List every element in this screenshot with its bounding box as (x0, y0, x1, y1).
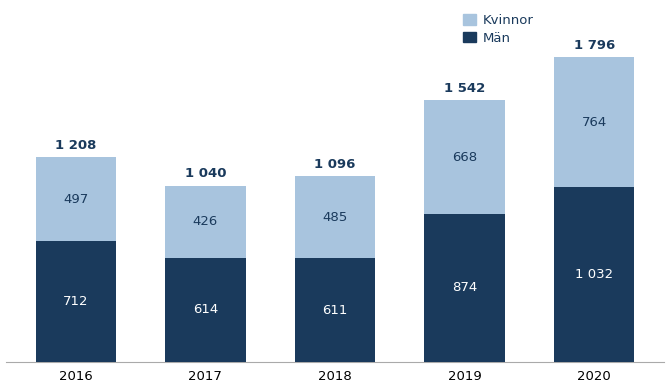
Bar (425, 214, 505, 362)
Text: 1 096: 1 096 (314, 158, 356, 171)
Text: 874: 874 (452, 281, 477, 294)
Bar (295, 176, 375, 258)
Legend: Kvinnor, Män: Kvinnor, Män (458, 9, 539, 50)
Bar (295, 258, 375, 362)
Text: 1 040: 1 040 (185, 167, 226, 180)
Text: 1 796: 1 796 (574, 39, 615, 52)
Bar (165, 186, 245, 258)
Bar (36, 241, 116, 362)
Text: 426: 426 (193, 215, 218, 228)
Text: 1 208: 1 208 (55, 139, 96, 152)
Text: 614: 614 (193, 303, 218, 317)
Bar (36, 157, 116, 241)
Text: 1 032: 1 032 (576, 268, 613, 281)
Bar (425, 100, 505, 214)
Text: 485: 485 (322, 211, 348, 224)
Text: 1 542: 1 542 (444, 82, 485, 95)
Text: 611: 611 (322, 304, 348, 317)
Bar (554, 57, 634, 187)
Text: 712: 712 (63, 295, 88, 308)
Text: 764: 764 (582, 116, 607, 128)
Text: 668: 668 (452, 151, 477, 163)
Text: 497: 497 (63, 193, 88, 205)
Bar (165, 258, 245, 362)
Bar (554, 187, 634, 362)
